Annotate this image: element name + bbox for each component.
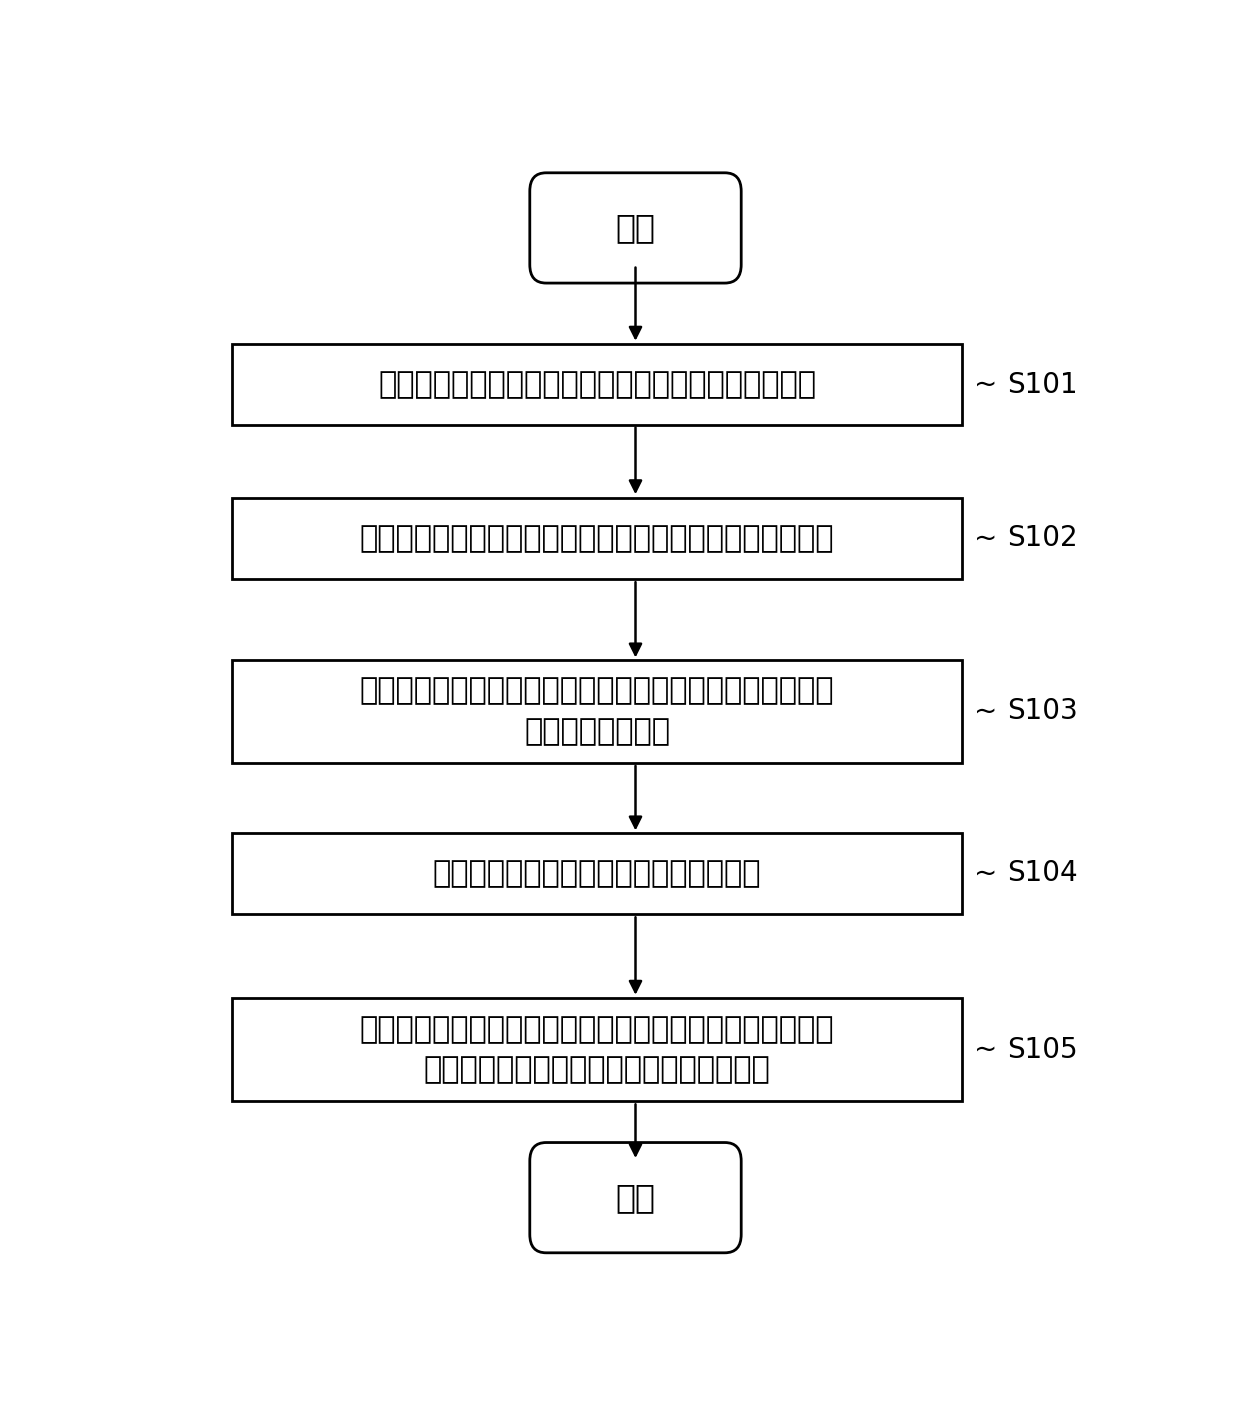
Text: ~: ~: [973, 524, 997, 552]
Text: 结束: 结束: [615, 1181, 656, 1214]
FancyBboxPatch shape: [529, 1143, 742, 1252]
Text: ~: ~: [973, 1036, 997, 1064]
Text: S105: S105: [1007, 1036, 1078, 1064]
FancyBboxPatch shape: [232, 833, 962, 914]
Text: 获取所述风力发电机组在预定时间段内的历史风况数据: 获取所述风力发电机组在预定时间段内的历史风况数据: [378, 371, 816, 399]
Text: ~: ~: [973, 698, 997, 726]
Text: S101: S101: [1007, 371, 1078, 399]
FancyBboxPatch shape: [232, 344, 962, 425]
Text: S102: S102: [1007, 524, 1078, 552]
FancyBboxPatch shape: [232, 497, 962, 578]
Text: ~: ~: [973, 371, 997, 399]
Text: 通过预定的寻优算法确定偏航误差角阈值以及时间延迟阈值: 通过预定的寻优算法确定偏航误差角阈值以及时间延迟阈值: [360, 524, 835, 553]
FancyBboxPatch shape: [529, 173, 742, 284]
Text: S103: S103: [1007, 698, 1078, 726]
Text: ~: ~: [973, 859, 997, 887]
Text: S104: S104: [1007, 859, 1078, 887]
FancyBboxPatch shape: [232, 998, 962, 1101]
Text: 当所述差值大于所述偏航误差角阈值且持续时间超过所述时
间延迟阈值时，控制所述风力发电机组偏航: 当所述差值大于所述偏航误差角阈值且持续时间超过所述时 间延迟阈值时，控制所述风力…: [360, 1015, 835, 1084]
Text: 开始: 开始: [615, 212, 656, 244]
Text: 确定所述风向与所述机舱位置之间的差值: 确定所述风向与所述机舱位置之间的差值: [433, 859, 761, 887]
FancyBboxPatch shape: [232, 660, 962, 762]
Text: 实时获取所述风力发电机组所处位置的风向以及所述风力发
电机组的机舱位置: 实时获取所述风力发电机组所处位置的风向以及所述风力发 电机组的机舱位置: [360, 677, 835, 746]
